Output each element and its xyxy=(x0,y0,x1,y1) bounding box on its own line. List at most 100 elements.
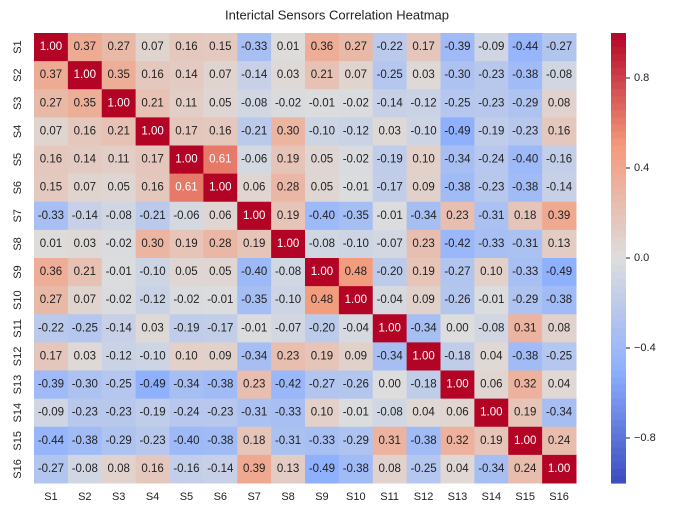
heatmap-cell xyxy=(542,117,577,146)
heatmap-cell xyxy=(440,229,475,259)
heatmap-cell xyxy=(101,314,137,343)
heatmap-cell xyxy=(203,258,238,287)
heatmap-cell xyxy=(34,370,69,400)
x-tick-label: S10 xyxy=(346,491,366,503)
heatmap-cell xyxy=(542,370,577,400)
heatmap-cell xyxy=(305,229,340,259)
cell-label: 0.39 xyxy=(243,463,265,475)
cell-label: -0.01 xyxy=(377,210,403,222)
heatmap-cell xyxy=(508,201,543,231)
heatmap-cell xyxy=(508,173,543,203)
heatmap-cell xyxy=(440,398,475,428)
colorbar-segment xyxy=(611,279,626,287)
colorbar-segment xyxy=(611,194,626,203)
heatmap-cell xyxy=(406,454,441,484)
heatmap-cell xyxy=(271,229,306,259)
y-tick-label: S9 xyxy=(12,265,24,278)
cell-label: -0.33 xyxy=(275,407,301,419)
y-tick-label: S11 xyxy=(12,319,24,338)
cell-label: 0.19 xyxy=(243,238,265,250)
colorbar-segment xyxy=(611,307,626,315)
heatmap-cell xyxy=(372,314,408,343)
cell-label: -0.25 xyxy=(410,463,436,475)
heatmap-cell xyxy=(305,61,340,90)
colorbar-segment xyxy=(611,243,626,252)
heatmap-cell xyxy=(338,201,374,231)
cell-label: 0.06 xyxy=(243,182,265,194)
colorbar-segment xyxy=(611,447,626,456)
cell-label: -0.38 xyxy=(343,463,369,475)
cell-label: 0.19 xyxy=(311,350,333,362)
cell-label: -0.08 xyxy=(241,97,267,109)
cell-label: 0.31 xyxy=(514,322,536,334)
colorbar-segment xyxy=(611,75,626,83)
cell-label: -0.29 xyxy=(343,435,369,447)
cell-label: -0.29 xyxy=(106,435,132,447)
heatmap-cell xyxy=(101,201,137,231)
cell-label: -0.12 xyxy=(410,97,436,109)
heatmap-cell xyxy=(542,61,577,90)
heatmap-cell xyxy=(237,117,272,146)
heatmap-cell xyxy=(271,173,306,203)
cell-label: 0.28 xyxy=(209,238,231,250)
heatmap-cell xyxy=(101,258,137,287)
heatmap-cell xyxy=(440,370,475,400)
cell-label: 0.17 xyxy=(175,125,197,137)
cell-label: 0.04 xyxy=(446,463,469,475)
cell-label: -0.34 xyxy=(377,350,404,362)
cell-label: -0.39 xyxy=(38,379,64,391)
colorbar-segment xyxy=(611,201,626,210)
cell-label: -0.29 xyxy=(512,97,538,109)
heatmap-cell xyxy=(474,229,509,259)
cell-label: 0.08 xyxy=(548,322,570,334)
heatmap-cell xyxy=(271,426,306,456)
cell-label: 0.09 xyxy=(209,350,231,362)
heatmap-cell xyxy=(440,117,475,146)
chart-title: Interictal Sensors Correlation Heatmap xyxy=(225,7,449,22)
heatmap-cell xyxy=(101,426,137,456)
cell-label: -0.02 xyxy=(275,97,301,109)
cell-label: -0.08 xyxy=(309,238,335,250)
cell-label: 1.00 xyxy=(345,294,367,306)
colorbar-segment xyxy=(611,412,626,421)
colorbar-segment xyxy=(611,152,626,161)
cell-label: 0.48 xyxy=(311,294,333,306)
cell-label: -0.16 xyxy=(173,463,199,475)
cell-label: -0.23 xyxy=(106,407,132,419)
heatmap-cell xyxy=(372,229,408,259)
heatmap-cell xyxy=(203,61,238,90)
cell-label: 1.00 xyxy=(74,69,96,81)
cell-label: -0.25 xyxy=(546,350,572,362)
cell-label: 0.15 xyxy=(40,182,62,194)
cell-label: 0.35 xyxy=(74,97,96,109)
heatmap-cell xyxy=(101,61,137,90)
colorbar-segment xyxy=(611,440,626,449)
colorbar-segment xyxy=(611,117,626,126)
heatmap-cell xyxy=(474,454,509,484)
cell-label: 0.23 xyxy=(412,238,434,250)
cell-label: -0.25 xyxy=(106,379,132,391)
cell-label: -0.38 xyxy=(207,379,233,391)
colorbar-segment xyxy=(611,391,626,400)
cell-label: -0.49 xyxy=(444,125,470,137)
y-tick-label: S8 xyxy=(12,237,24,250)
cell-label: -0.14 xyxy=(207,463,234,475)
heatmap-cell xyxy=(508,314,543,343)
heatmap-cell xyxy=(169,229,204,259)
colorbar-segment xyxy=(611,286,626,294)
cell-label: -0.33 xyxy=(309,435,335,447)
y-tick-label: S1 xyxy=(12,40,24,53)
heatmap-cell xyxy=(508,370,543,400)
heatmap-cell xyxy=(372,33,408,62)
cell-label: -0.22 xyxy=(377,41,403,53)
heatmap-cell xyxy=(305,173,340,203)
cell-label: 0.00 xyxy=(446,322,468,334)
heatmap-cell xyxy=(67,117,103,146)
heatmap-cell xyxy=(440,342,475,371)
cell-label: 0.05 xyxy=(311,182,333,194)
cell-label: 0.03 xyxy=(141,322,163,334)
cell-label: 0.16 xyxy=(548,125,570,137)
heatmap-cell xyxy=(169,314,204,343)
heatmap-cell xyxy=(372,173,408,203)
heatmap-cell xyxy=(169,398,204,428)
